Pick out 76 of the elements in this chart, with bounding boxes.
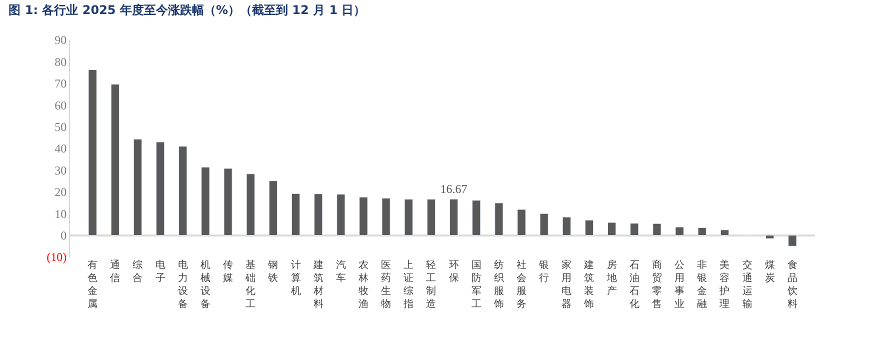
x-tick-label: 煤炭: [764, 259, 775, 284]
bar: [720, 230, 730, 236]
bar: [472, 200, 481, 236]
y-tick-label: 0: [60, 228, 67, 242]
bar: [788, 235, 797, 246]
x-tick-label: 纺织服饰: [492, 259, 504, 310]
bar: [133, 138, 142, 236]
bar: [608, 222, 616, 236]
x-tick-label: 石油石化: [629, 260, 640, 310]
y-tick-label: 80: [54, 54, 67, 69]
y-tick-label: 10: [54, 206, 67, 221]
bar: [630, 223, 639, 236]
x-tick-label: 综合: [132, 259, 143, 284]
x-tick-label: 家用电器: [562, 259, 572, 310]
y-tick-label: 20: [54, 185, 67, 200]
x-tick-label: 美容护理: [718, 259, 730, 310]
bar: [494, 202, 504, 236]
x-tick-label: 非银金融: [696, 259, 708, 310]
chart-title: 图 1: 各行业 2025 年度至今涨跌幅（%）（截至到 12 月 1 日）: [8, 2, 366, 17]
x-tick-label: 钢铁: [267, 260, 278, 284]
y-tick-label: 50: [54, 120, 67, 134]
x-tick-label: 电子: [155, 259, 166, 284]
x-tick-label: 计算机: [290, 259, 301, 297]
x-tick-label: 房地产: [606, 259, 617, 297]
bar: [562, 216, 571, 236]
x-tick-label: 国防军工: [471, 260, 482, 310]
bar: [88, 69, 97, 236]
x-tick-label: 通信: [110, 259, 120, 284]
bar: [382, 198, 390, 236]
x-tick-label: 机械设备: [200, 259, 210, 310]
x-tick-label: 食品饮料: [786, 259, 798, 310]
bar: [698, 227, 706, 236]
y-tick-label: (10): [46, 250, 67, 264]
y-tick-label: 30: [54, 163, 67, 178]
bar: [224, 168, 232, 236]
bar: [314, 194, 323, 236]
bar: [359, 196, 368, 236]
x-tick-label: 环保: [448, 260, 459, 284]
data-label: 16.67: [440, 182, 468, 196]
x-tick-label: 有色金属: [88, 259, 98, 310]
x-tick-label: 基础化工: [244, 259, 256, 310]
x-tick-label: 交通运输: [742, 259, 752, 310]
bar: [268, 180, 278, 236]
x-tick-label: 轻工制造: [426, 259, 436, 310]
bar: [336, 194, 346, 236]
bar: [404, 199, 413, 236]
y-tick-label: 90: [54, 33, 67, 48]
x-tick-label: 汽车: [336, 259, 346, 284]
bar: [517, 209, 526, 236]
x-tick-label: 建筑材料: [312, 259, 324, 310]
bar: [291, 193, 300, 236]
x-tick-label: 医药生物: [381, 260, 392, 310]
bar: [426, 199, 436, 236]
bar: [156, 142, 165, 236]
y-tick-label: 40: [54, 142, 67, 156]
bar: [675, 226, 684, 236]
x-tick-label: 银行: [538, 260, 550, 284]
bar: [178, 146, 188, 236]
x-tick-label: 传媒: [223, 260, 234, 284]
bar: [110, 84, 120, 236]
x-tick-label: 公用事业: [674, 259, 685, 310]
bar: [246, 174, 255, 236]
bar: [540, 213, 548, 236]
bar: [449, 198, 458, 236]
bar: [652, 223, 662, 236]
bar: [201, 166, 210, 236]
x-tick-label: 农林牧渔: [357, 260, 368, 310]
bar: [584, 220, 594, 236]
y-tick-label: 60: [54, 98, 67, 112]
y-tick-label: 70: [54, 76, 67, 91]
bar: [766, 235, 774, 239]
x-tick-label: 电力设备: [178, 259, 188, 310]
x-tick-label: 社会服务: [516, 259, 527, 310]
x-tick-label: 上证综指: [402, 259, 414, 310]
x-tick-label: 商贸零售: [652, 259, 662, 310]
x-tick-label: 建筑装饰: [583, 259, 594, 310]
